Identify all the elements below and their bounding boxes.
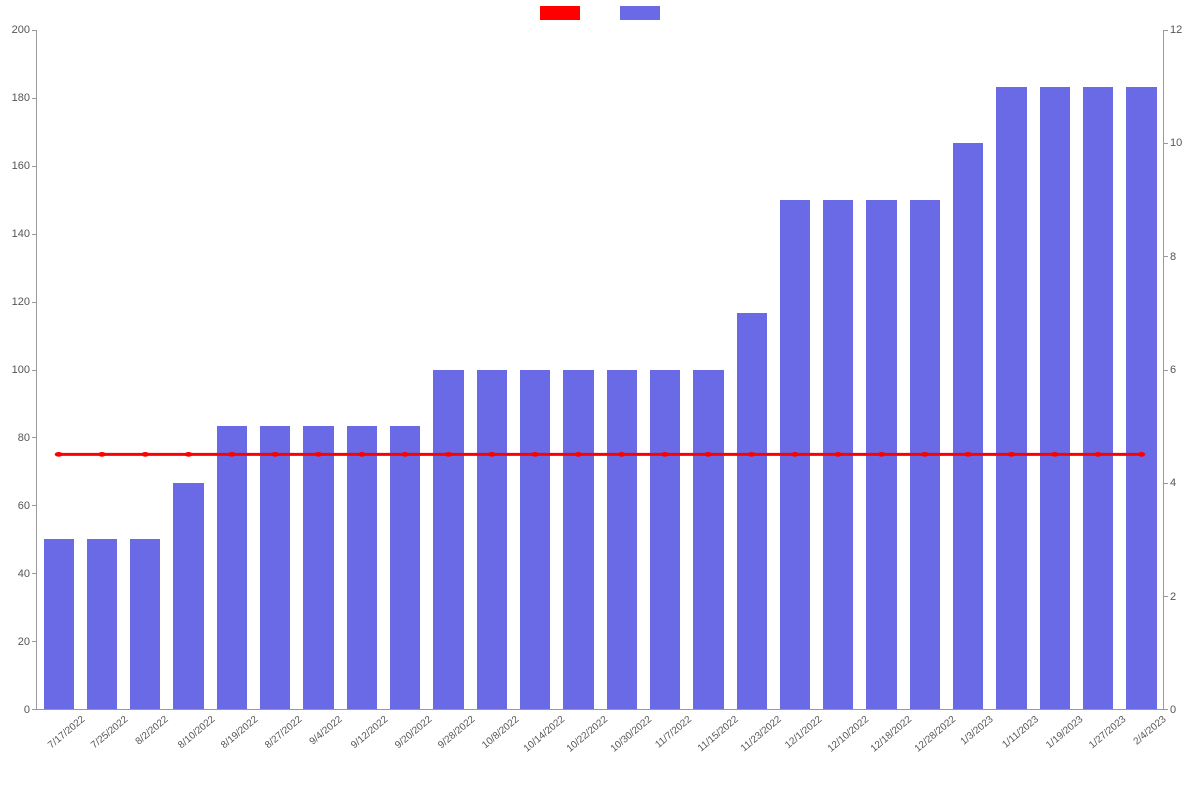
legend <box>0 6 1200 20</box>
bar <box>303 426 333 709</box>
y-right-tick: 2 <box>1170 591 1176 603</box>
legend-bar-swatch <box>620 6 660 20</box>
bar <box>996 87 1026 709</box>
y-left-tick: 200 <box>12 24 30 36</box>
y-left-tick: 140 <box>12 228 30 240</box>
y-axis-right: 024681012 <box>1166 30 1200 710</box>
y-right-tick: 6 <box>1170 364 1176 376</box>
bar <box>217 426 247 709</box>
y-left-tick: 120 <box>12 296 30 308</box>
bar <box>780 200 810 709</box>
bar <box>44 539 74 709</box>
bar <box>563 370 593 710</box>
y-left-tick: 60 <box>18 500 30 512</box>
y-right-tick: 4 <box>1170 477 1176 489</box>
x-tick-label: 2/4/2023 <box>1132 714 1169 747</box>
plot-area <box>36 30 1164 710</box>
y-left-tick: 80 <box>18 432 30 444</box>
bar <box>390 426 420 709</box>
bar <box>953 143 983 709</box>
bar <box>910 200 940 709</box>
bar <box>130 539 160 709</box>
x-axis-labels: 7/17/20227/25/20228/2/20228/10/20228/19/… <box>36 710 1164 800</box>
y-right-tick: 0 <box>1170 704 1176 716</box>
bar <box>607 370 637 710</box>
y-left-tick: 40 <box>18 568 30 580</box>
bar <box>87 539 117 709</box>
y-right-tick: 8 <box>1170 251 1176 263</box>
bar <box>433 370 463 710</box>
bar <box>1040 87 1070 709</box>
bar <box>260 426 290 709</box>
y-right-tick: 12 <box>1170 24 1182 36</box>
y-left-tick: 0 <box>24 704 30 716</box>
bar <box>693 370 723 710</box>
bars-container <box>37 30 1163 709</box>
y-left-tick: 100 <box>12 364 30 376</box>
bar <box>650 370 680 710</box>
y-axis-left: 020406080100120140160180200 <box>0 30 34 710</box>
bar <box>823 200 853 709</box>
y-left-tick: 180 <box>12 92 30 104</box>
bar <box>737 313 767 709</box>
y-right-tick: 10 <box>1170 137 1182 149</box>
bar <box>866 200 896 709</box>
bar <box>1083 87 1113 709</box>
bar <box>347 426 377 709</box>
bar <box>173 483 203 709</box>
legend-line-swatch <box>540 6 580 20</box>
bar <box>520 370 550 710</box>
y-left-tick: 20 <box>18 636 30 648</box>
y-left-tick: 160 <box>12 160 30 172</box>
bar <box>477 370 507 710</box>
chart-container: 0 20 40 60 80 100 120 140 160 180 200 0 2 4 6 8 10 12 7/… <box>0 0 1200 800</box>
bar <box>1126 87 1156 709</box>
